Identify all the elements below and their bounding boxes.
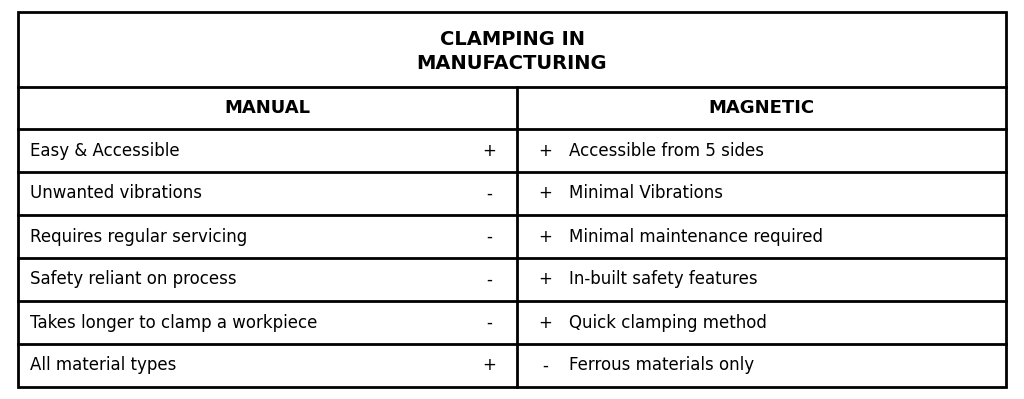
Text: -: - xyxy=(486,314,492,332)
Text: -: - xyxy=(486,227,492,245)
Text: Accessible from 5 sides: Accessible from 5 sides xyxy=(569,142,764,160)
Text: Easy & Accessible: Easy & Accessible xyxy=(30,142,179,160)
Text: +: + xyxy=(538,271,552,288)
Text: Ferrous materials only: Ferrous materials only xyxy=(569,356,754,375)
Text: MANUFACTURING: MANUFACTURING xyxy=(417,54,607,73)
Text: -: - xyxy=(486,184,492,203)
Text: +: + xyxy=(482,356,496,375)
Text: MANUAL: MANUAL xyxy=(224,99,310,117)
Text: CLAMPING IN: CLAMPING IN xyxy=(439,30,585,49)
Text: Minimal Vibrations: Minimal Vibrations xyxy=(569,184,723,203)
Text: Safety reliant on process: Safety reliant on process xyxy=(30,271,237,288)
Text: Takes longer to clamp a workpiece: Takes longer to clamp a workpiece xyxy=(30,314,317,332)
Text: In-built safety features: In-built safety features xyxy=(569,271,758,288)
Text: Minimal maintenance required: Minimal maintenance required xyxy=(569,227,823,245)
Text: -: - xyxy=(542,356,548,375)
Text: +: + xyxy=(538,184,552,203)
Text: +: + xyxy=(538,142,552,160)
Text: Quick clamping method: Quick clamping method xyxy=(569,314,767,332)
Text: Unwanted vibrations: Unwanted vibrations xyxy=(30,184,202,203)
Text: MAGNETIC: MAGNETIC xyxy=(709,99,814,117)
Text: Requires regular servicing: Requires regular servicing xyxy=(30,227,247,245)
Text: +: + xyxy=(482,142,496,160)
Text: +: + xyxy=(538,227,552,245)
Text: All material types: All material types xyxy=(30,356,176,375)
Text: -: - xyxy=(486,271,492,288)
Text: +: + xyxy=(538,314,552,332)
